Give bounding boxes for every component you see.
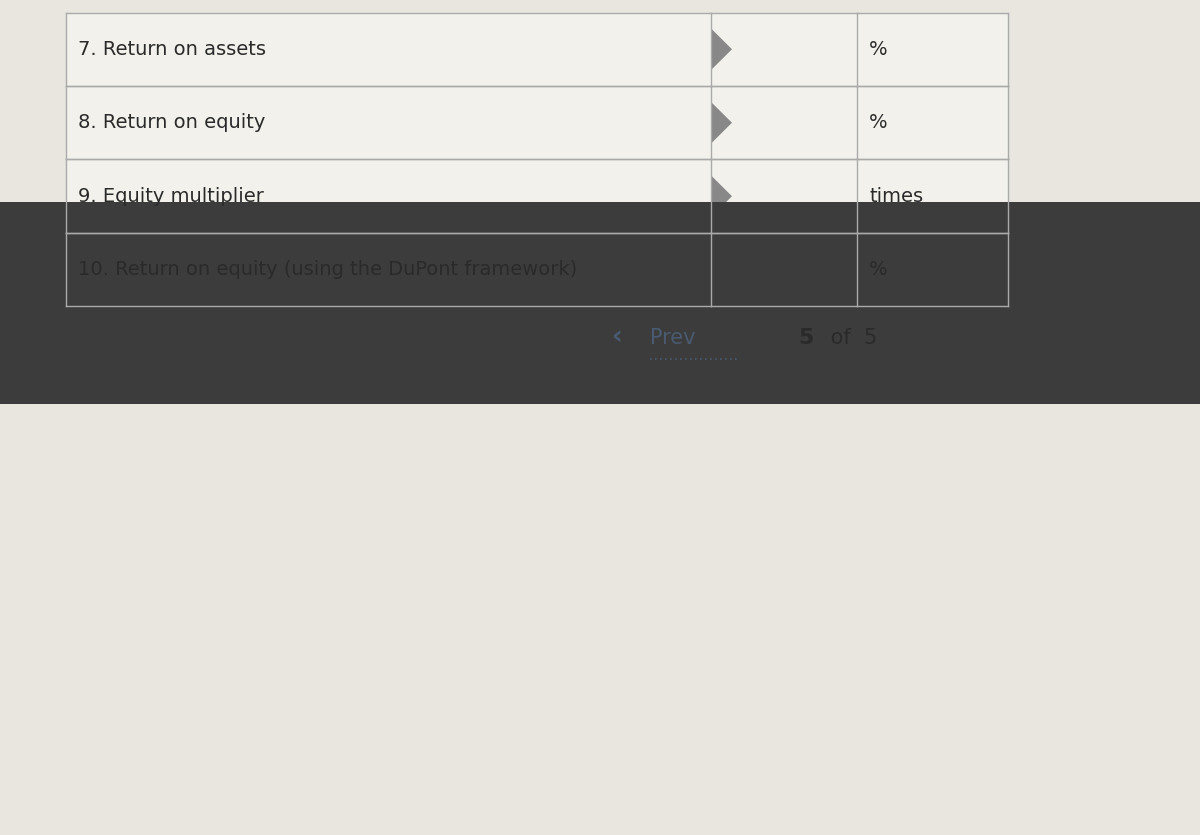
Polygon shape bbox=[712, 28, 732, 70]
Text: 8. Return on equity: 8. Return on equity bbox=[78, 114, 265, 132]
Text: 5: 5 bbox=[798, 328, 814, 348]
Bar bbox=[66, 159, 1008, 233]
Bar bbox=[66, 233, 1008, 306]
Bar bbox=[66, 86, 1008, 159]
Text: Prev: Prev bbox=[650, 328, 696, 348]
Bar bbox=[66, 13, 1008, 86]
Bar bbox=[984, 338, 1008, 355]
Bar bbox=[984, 320, 1008, 337]
Text: %: % bbox=[869, 261, 888, 279]
Text: times: times bbox=[869, 187, 924, 205]
Polygon shape bbox=[712, 249, 732, 291]
Polygon shape bbox=[712, 102, 732, 144]
Bar bbox=[0, 234, 1200, 266]
Bar bbox=[1014, 320, 1038, 337]
Text: 10. Return on equity (using the DuPont framework): 10. Return on equity (using the DuPont f… bbox=[78, 261, 577, 279]
Text: %: % bbox=[869, 40, 888, 58]
Bar bbox=[1014, 338, 1038, 355]
Text: of  5: of 5 bbox=[824, 328, 877, 348]
Polygon shape bbox=[712, 175, 732, 217]
Bar bbox=[0, 202, 1200, 404]
Text: 7. Return on assets: 7. Return on assets bbox=[78, 40, 266, 58]
Text: %: % bbox=[869, 114, 888, 132]
Text: 9. Equity multiplier: 9. Equity multiplier bbox=[78, 187, 264, 205]
Text: ‹: ‹ bbox=[612, 325, 623, 352]
